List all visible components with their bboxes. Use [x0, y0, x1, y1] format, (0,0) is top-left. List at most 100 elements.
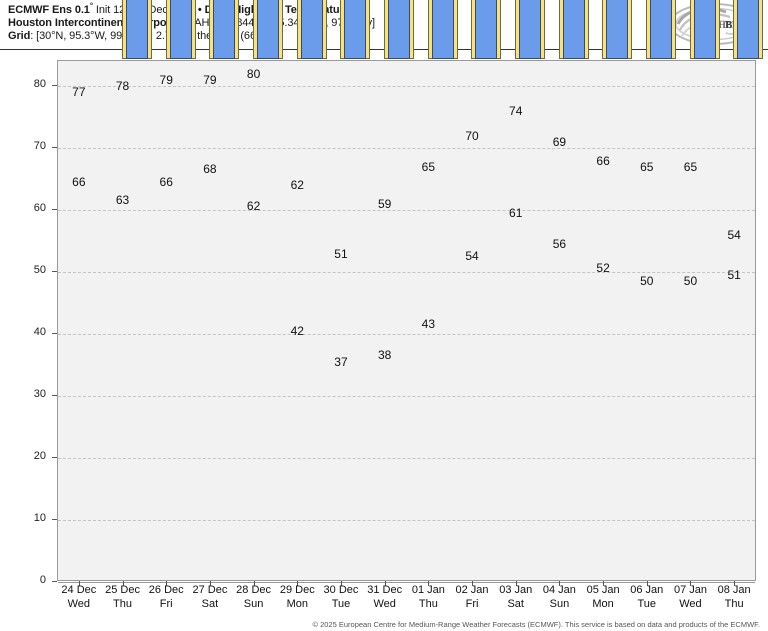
- bar-group[interactable]: [515, 0, 546, 59]
- bar-group[interactable]: [471, 0, 502, 59]
- y-tick-mark-70: [52, 146, 57, 148]
- high-value-label: 51: [334, 246, 348, 261]
- high-value-label: 69: [552, 135, 567, 150]
- bar-group[interactable]: [427, 0, 458, 59]
- x-tick-mark: [297, 581, 299, 586]
- x-tick-mark: [515, 581, 517, 586]
- x-axis-date: 24 Dec: [61, 584, 97, 596]
- x-axis-date: 30 Dec: [323, 584, 359, 596]
- x-axis-label: 01 Jan Thu: [402, 583, 454, 611]
- high-value-label: 70: [465, 128, 479, 143]
- bar-low[interactable]: [737, 0, 760, 59]
- x-axis-date: 08 Jan: [717, 584, 751, 596]
- x-axis-label: 08 Jan Thu: [708, 583, 760, 611]
- x-tick-mark: [472, 581, 474, 586]
- high-value-label: 74: [509, 104, 523, 119]
- y-tick-label-10: 10: [33, 511, 46, 524]
- x-axis-label: 04 Jan Sun: [533, 583, 585, 611]
- low-value-label: 43: [421, 317, 436, 332]
- bar-low[interactable]: [169, 0, 192, 59]
- bar-group[interactable]: [209, 0, 240, 59]
- bar-group[interactable]: [733, 0, 764, 59]
- x-axis-label: 02 Jan Fri: [446, 583, 498, 611]
- low-value-label: 38: [377, 348, 392, 363]
- x-tick-mark: [428, 581, 430, 586]
- low-value-label: 61: [509, 205, 523, 220]
- x-axis-date: 28 Dec: [236, 584, 272, 596]
- gridline-70: [58, 147, 755, 149]
- low-value-label: 62: [246, 199, 261, 214]
- low-value-label: 56: [552, 236, 567, 251]
- bar-group[interactable]: [558, 0, 589, 59]
- x-axis-date: 06 Jan: [630, 584, 664, 596]
- separator-dot: •: [197, 4, 202, 16]
- x-axis-date: 27 Dec: [192, 584, 228, 596]
- x-axis-weekday: Mon: [286, 598, 308, 610]
- x-tick-mark: [122, 581, 124, 586]
- x-axis-label: 25 Dec Thu: [97, 583, 149, 611]
- high-value-label: 65: [683, 159, 698, 174]
- x-axis-label: 05 Jan Mon: [577, 583, 629, 611]
- low-value-label: 54: [465, 249, 479, 264]
- bar-low[interactable]: [300, 0, 323, 59]
- x-axis-weekday: Thu: [724, 598, 744, 610]
- bar-low[interactable]: [606, 0, 629, 59]
- bar-group[interactable]: [646, 0, 677, 59]
- x-axis-weekday: Wed: [679, 598, 702, 610]
- bar-low[interactable]: [693, 0, 716, 59]
- x-tick-mark: [166, 581, 168, 586]
- low-value-label: 66: [159, 174, 173, 189]
- bar-low[interactable]: [256, 0, 279, 59]
- bar-group[interactable]: [383, 0, 414, 59]
- bar-low[interactable]: [387, 0, 410, 59]
- x-tick-mark: [340, 581, 342, 586]
- y-tick-mark-10: [52, 518, 57, 520]
- x-axis-weekday: Sat: [507, 598, 524, 610]
- bar-group[interactable]: [165, 0, 196, 59]
- x-axis-weekday: Mon: [592, 598, 614, 610]
- gridline-20: [58, 457, 755, 459]
- bar-group[interactable]: [689, 0, 720, 59]
- bar-low[interactable]: [344, 0, 367, 59]
- high-value-label: 80: [246, 66, 261, 81]
- y-tick-mark-20: [52, 456, 57, 458]
- bar-low[interactable]: [213, 0, 236, 59]
- bar-low[interactable]: [431, 0, 454, 59]
- low-value-label: 52: [596, 261, 610, 276]
- x-axis-label: 06 Jan Tue: [621, 583, 673, 611]
- y-tick-mark-60: [52, 208, 57, 210]
- x-axis-weekday: Wed: [373, 598, 396, 610]
- bar-low[interactable]: [125, 0, 148, 59]
- bar-group[interactable]: [602, 0, 633, 59]
- low-value-label: 63: [115, 193, 130, 208]
- x-axis-label: 07 Jan Wed: [664, 583, 716, 611]
- x-axis-label: 28 Dec Sun: [228, 583, 280, 611]
- y-tick-label-70: 70: [33, 139, 46, 152]
- x-axis-label: 03 Jan Sat: [490, 583, 542, 611]
- bar-group[interactable]: [121, 0, 152, 59]
- x-tick-mark: [209, 581, 211, 586]
- bar-low[interactable]: [519, 0, 542, 59]
- bar-group[interactable]: [296, 0, 327, 59]
- bar-low[interactable]: [650, 0, 673, 59]
- bar-group[interactable]: [340, 0, 371, 59]
- x-axis-weekday: Thu: [418, 598, 438, 610]
- low-value-label: 66: [72, 174, 86, 189]
- grid-label: Grid: [8, 30, 31, 43]
- x-tick-mark: [734, 581, 736, 586]
- copyright-footer: © 2025 European Centre for Medium-Range …: [312, 620, 760, 629]
- bar-low[interactable]: [562, 0, 585, 59]
- high-value-label: 62: [290, 178, 304, 193]
- x-axis-weekday: Fri: [465, 598, 479, 610]
- low-value-label: 68: [203, 162, 217, 177]
- x-axis-weekday: Thu: [113, 598, 133, 610]
- high-value-label: 79: [203, 73, 217, 87]
- degree-symbol: °: [89, 1, 93, 11]
- x-axis-weekday: Wed: [67, 598, 91, 610]
- gridline-40: [58, 333, 755, 335]
- bar-group[interactable]: [252, 0, 283, 59]
- chart-plot-area: [57, 0, 764, 583]
- x-axis-label: 24 Dec Wed: [53, 583, 105, 611]
- y-tick-label-40: 40: [33, 325, 46, 338]
- bar-low[interactable]: [475, 0, 498, 59]
